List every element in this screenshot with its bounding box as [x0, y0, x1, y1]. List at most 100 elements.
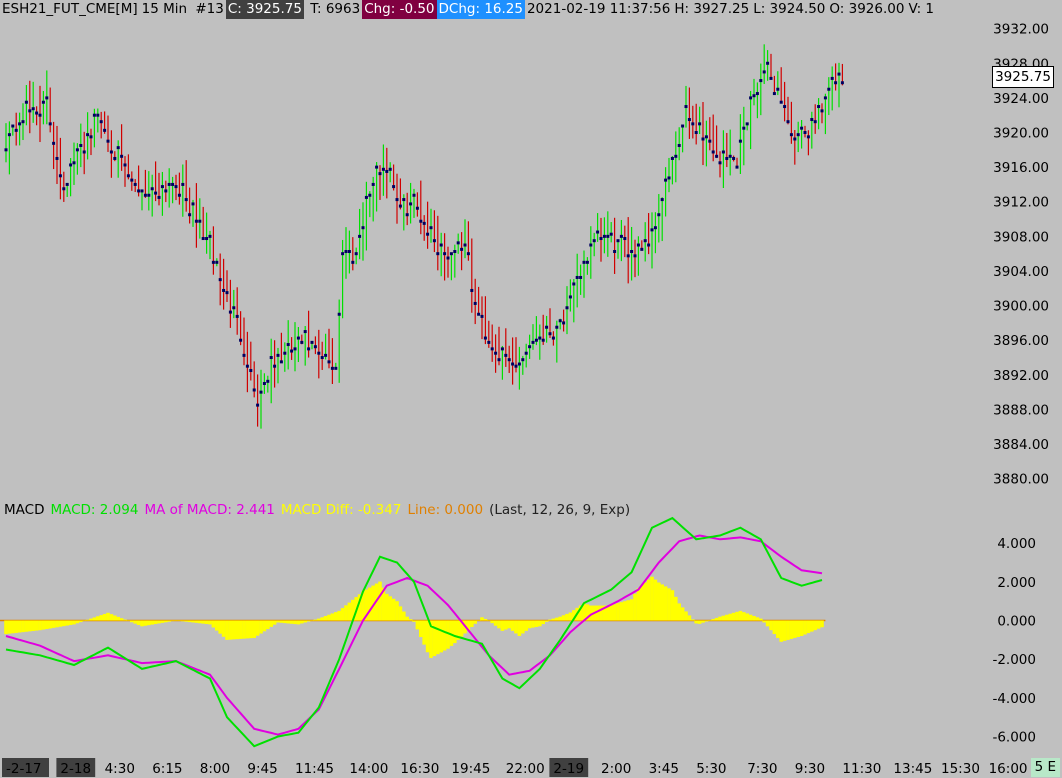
close-tick: [290, 349, 294, 353]
time-tick-label: 4:30: [105, 761, 135, 777]
symbol-label[interactable]: ESH21_FUT_CME[M]: [2, 1, 138, 17]
close-tick: [72, 161, 76, 165]
close-tick: [368, 193, 372, 197]
time-tick-label: 9:45: [247, 761, 277, 777]
close-tick: [317, 351, 321, 355]
close-tick: [817, 105, 821, 109]
close-tick: [585, 260, 589, 264]
macd-diff-bar: [123, 619, 127, 621]
macd-diff-bar: [266, 620, 270, 630]
macd-diff-bar: [306, 620, 311, 622]
macd-diff-bar: [796, 620, 800, 637]
macd-diff-bar: [432, 620, 437, 657]
time-tick-label: 9:30: [795, 761, 825, 777]
macd-tick-label: 4.000: [997, 536, 1036, 552]
close-tick: [619, 234, 623, 238]
macd-diff-bar: [272, 620, 277, 625]
macd-diff-bar: [759, 618, 763, 621]
macd-diff-bar: [7, 620, 12, 634]
close-tick: [120, 154, 124, 158]
close-tick: [303, 330, 307, 334]
macd-diff-bar: [769, 620, 773, 631]
macd-diff-bar: [68, 620, 73, 625]
macd-value: MACD: 2.094: [50, 502, 139, 518]
close-tick: [830, 76, 834, 80]
macd-diff-bar: [633, 593, 637, 621]
close-tick: [24, 100, 28, 104]
close-tick: [681, 124, 685, 128]
macd-diff-bar: [558, 616, 562, 621]
close-tick: [194, 219, 198, 223]
interval-label[interactable]: 15 Min: [141, 1, 188, 17]
close-tick: [167, 182, 171, 186]
macd-diff-bar: [24, 620, 29, 632]
close-tick: [86, 133, 90, 137]
macd-diff-bar: [429, 620, 433, 658]
macd-diff-bar: [606, 605, 610, 621]
close-tick: [840, 81, 844, 85]
close-tick: [113, 156, 117, 160]
macd-diff-bar: [412, 620, 416, 622]
close-tick: [715, 154, 719, 158]
macd-diff-bar: [238, 620, 243, 639]
close-tick: [82, 150, 86, 154]
close-tick: [449, 252, 453, 256]
close-tick: [21, 120, 25, 124]
close-tick: [735, 165, 739, 169]
macd-diff-bar: [289, 620, 294, 624]
price-tick-label: 3908.00: [993, 229, 1049, 245]
close-tick: [742, 126, 746, 130]
trades-label: T: 6963: [310, 1, 361, 17]
close-tick: [133, 182, 137, 186]
close-tick: [551, 336, 555, 340]
macd-diff-bar: [772, 620, 777, 635]
close-tick: [460, 247, 464, 251]
macd-diff-bar: [551, 618, 556, 621]
macd-diff-bar: [119, 618, 124, 621]
macd-diff-bar: [14, 620, 18, 633]
close-tick: [293, 347, 297, 351]
close-tick: [109, 150, 113, 154]
macd-diff-bar: [351, 599, 355, 621]
close-tick: [704, 135, 708, 139]
macd-diff-bar: [721, 615, 726, 621]
chart-header: ESH21_FUT_CME[M] 15 Min #13 C: 3925.75 T: …: [0, 0, 992, 19]
close-tick: [806, 135, 810, 139]
macd-diff-bar: [255, 620, 260, 636]
close-tick: [650, 228, 654, 232]
macd-diff-bar: [674, 596, 678, 621]
close-tick: [691, 122, 695, 126]
macd-diff-bar: [517, 620, 522, 636]
close-tick: [232, 306, 236, 310]
macd-diff-bar: [459, 620, 464, 637]
macd-diff-bar: [262, 620, 267, 632]
close-tick: [589, 243, 593, 247]
macd-diff-bar: [589, 605, 593, 621]
macd-diff-bar: [218, 620, 222, 634]
macd-name[interactable]: MACD: [4, 502, 45, 518]
close-tick: [69, 163, 73, 167]
close-tick: [239, 338, 243, 342]
close-tick: [524, 351, 528, 355]
close-tick: [7, 133, 11, 137]
macd-diff-bar: [487, 620, 491, 622]
macd-line: [5, 516, 823, 748]
close-tick: [96, 113, 100, 117]
macd-diff-bar: [21, 620, 25, 633]
macd-diff-bar: [748, 614, 753, 621]
close-tick: [28, 109, 32, 113]
macd-diff-bar: [303, 620, 307, 623]
macd-diff-bar: [616, 603, 620, 621]
time-tick-label: 19:45: [451, 761, 490, 777]
macd-diff-bar: [619, 602, 624, 621]
macd-diff-bar: [391, 598, 396, 621]
macd-diff-bar: [419, 620, 423, 638]
macd-diff-bar: [102, 613, 107, 621]
bar-index-label: #13: [195, 1, 224, 17]
macd-tick-label: -6.000: [992, 730, 1036, 746]
macd-diff-bar: [650, 576, 654, 621]
close-tick: [463, 243, 467, 247]
close-tick: [636, 243, 640, 247]
close-tick: [664, 178, 668, 182]
